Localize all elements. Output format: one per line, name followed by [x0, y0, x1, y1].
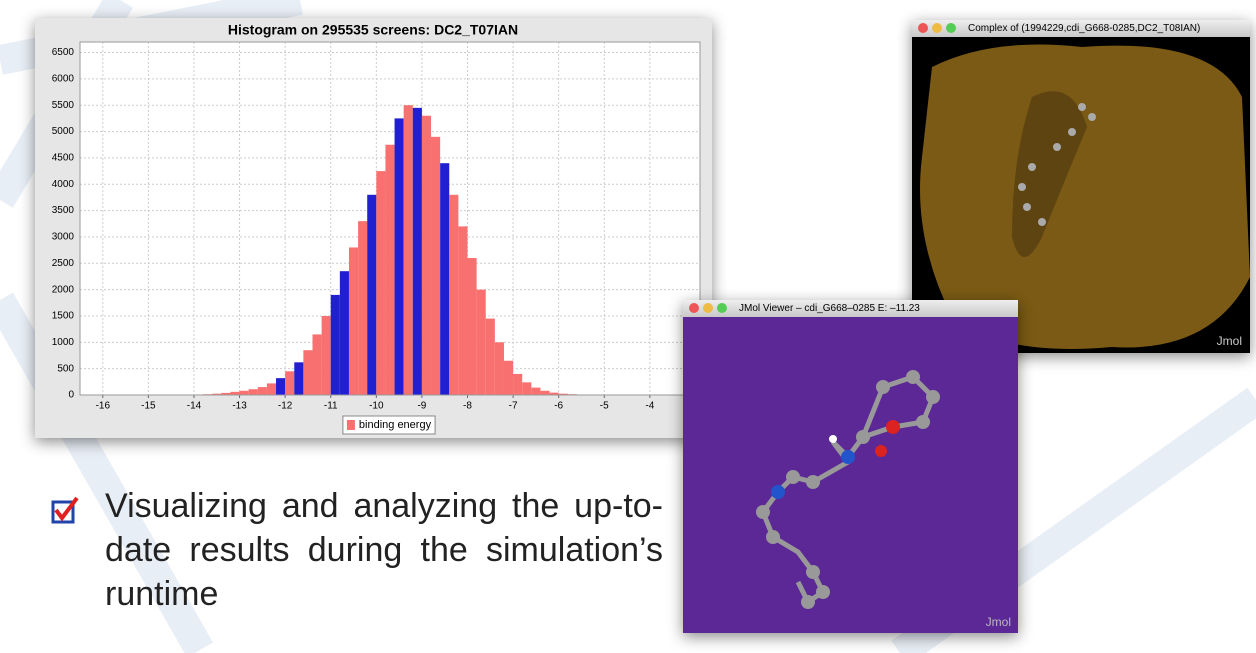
bar [294, 362, 303, 395]
x-tick-label: -14 [187, 401, 202, 412]
bar [240, 391, 249, 395]
y-tick-label: 3500 [52, 205, 75, 216]
bar [540, 391, 549, 395]
bar [486, 319, 495, 395]
bar [431, 137, 440, 395]
chart: Histogram on 295535 screens: DC2_T07IAN … [35, 18, 712, 438]
bar [249, 389, 258, 395]
bar [395, 118, 404, 395]
bar [504, 361, 513, 395]
y-tick-label: 5000 [52, 126, 75, 137]
bar [413, 108, 422, 395]
zoom-button[interactable] [717, 303, 727, 313]
slide: Histogram on 295535 screens: DC2_T07IAN … [0, 0, 1256, 653]
title-bar: Complex of (1994229,cdi_G668-0285,DC2_T0… [912, 20, 1250, 37]
y-tick-label: 500 [57, 363, 74, 374]
x-tick-label: -9 [417, 401, 426, 412]
x-tick-label: -6 [554, 401, 563, 412]
bar [340, 271, 349, 395]
y-tick-label: 6000 [52, 74, 75, 85]
molecule-view: Jmol [683, 317, 1018, 633]
minimize-button[interactable] [932, 23, 942, 33]
bar [422, 116, 431, 395]
y-tick-label: 3000 [52, 232, 75, 243]
bar [276, 378, 285, 395]
bar [303, 350, 312, 395]
bar [477, 290, 486, 395]
window-title: Complex of (1994229,cdi_G668-0285,DC2_T0… [968, 23, 1200, 34]
x-tick-label: -10 [369, 401, 384, 412]
x-tick-label: -12 [278, 401, 293, 412]
bar [495, 342, 504, 395]
watermark: Jmol [1217, 334, 1242, 348]
x-tick-label: -4 [645, 401, 654, 412]
bar [367, 195, 376, 395]
x-tick-label: -16 [96, 401, 111, 412]
bar [358, 221, 367, 395]
bar [531, 388, 540, 395]
atoms [756, 370, 940, 609]
jmol-window: JMol Viewer – cdi_G668–0285 E: –11.23 Jm… [683, 300, 1018, 633]
histogram-window: Histogram on 295535 screens: DC2_T07IAN … [35, 18, 712, 438]
x-tick-label: -11 [324, 401, 338, 412]
bar [331, 295, 340, 395]
bar [285, 371, 294, 395]
close-button[interactable] [689, 303, 699, 313]
bar [322, 316, 331, 395]
x-tick-label: -5 [600, 401, 609, 412]
zoom-button[interactable] [946, 23, 956, 33]
title-bar: JMol Viewer – cdi_G668–0285 E: –11.23 [683, 300, 1018, 317]
bar [440, 163, 449, 395]
bar [513, 374, 522, 395]
legend-item: binding energy [343, 416, 435, 434]
bullet-text: Visualizing and analyzing the up-to-date… [105, 484, 663, 616]
window-title: JMol Viewer – cdi_G668–0285 E: –11.23 [739, 303, 920, 314]
chart-title: Histogram on 295535 screens: DC2_T07IAN [228, 22, 518, 38]
bar [267, 383, 276, 395]
y-tick-label: 6500 [52, 47, 75, 58]
bar [376, 171, 385, 395]
x-tick-label: -15 [141, 401, 156, 412]
legend-label: binding energy [359, 419, 432, 431]
bar [458, 226, 467, 395]
y-tick-label: 2000 [52, 284, 75, 295]
x-tick-label: -13 [232, 401, 247, 412]
bonds [763, 377, 933, 602]
y-tick-label: 0 [68, 390, 74, 401]
bar [313, 334, 322, 395]
bar [349, 247, 358, 395]
y-tick-label: 4000 [52, 179, 75, 190]
minimize-button[interactable] [703, 303, 713, 313]
x-tick-label: -8 [463, 401, 472, 412]
bar [385, 145, 394, 395]
watermark: Jmol [986, 615, 1011, 629]
x-tick-label: -7 [509, 401, 518, 412]
y-tick-label: 1500 [52, 311, 75, 322]
y-tick-label: 1000 [52, 337, 75, 348]
bar [449, 195, 458, 395]
close-button[interactable] [918, 23, 928, 33]
bar [522, 382, 531, 395]
bar [404, 105, 413, 395]
checkbox-icon [50, 496, 80, 526]
y-tick-label: 5500 [52, 100, 75, 111]
legend-swatch [347, 420, 355, 430]
bar [468, 258, 477, 395]
y-tick-label: 4500 [52, 153, 75, 164]
bar [258, 387, 267, 395]
y-tick-label: 2500 [52, 258, 75, 269]
